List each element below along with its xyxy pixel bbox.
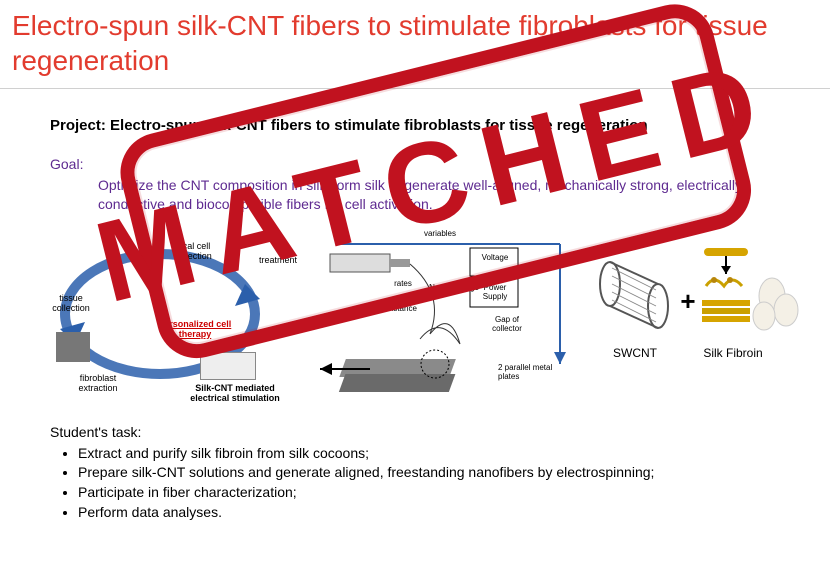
page-title: Electro-spun silk-CNT fibers to stimulat…: [0, 0, 830, 89]
project-label: Project:: [50, 117, 106, 134]
electrospin-diagram-icon: [300, 224, 580, 414]
dish-icon: [200, 352, 256, 380]
list-item: Prepare silk-CNT solutions and generate …: [78, 463, 792, 483]
air-gap-label: air gap distance: [380, 296, 424, 314]
goal-heading: Goal:: [50, 156, 792, 172]
list-item: Participate in fiber characterization;: [78, 483, 792, 503]
treatment-label: treatment: [248, 256, 308, 266]
content-area: Project: Electro-spun silk-CNT fibers to…: [0, 89, 830, 532]
plus-icon: +: [678, 286, 698, 317]
list-item: Extract and purify silk fibroin from sil…: [78, 444, 792, 464]
project-line: Project: Electro-spun silk-CNT fibers to…: [50, 117, 792, 134]
tasks-heading: Student's task:: [50, 424, 792, 440]
voltage-label: Voltage: [474, 254, 516, 263]
sample-image-icon: [56, 332, 90, 362]
therapy-label: personalized cell therapy: [150, 319, 240, 339]
project-title: Electro-spun silk-CNT fibers to stimulat…: [110, 117, 648, 134]
tissue-collect-label: tissue collection: [46, 294, 96, 314]
diagram-area: local cell collection tissue collection …: [50, 224, 790, 414]
swcnt-label: SWCNT: [605, 346, 665, 360]
plates-label: 2 parallel metal plates: [498, 364, 554, 382]
silk-cnt-stim-label: Silk-CNT mediated electrical stimulation: [180, 384, 290, 404]
variables-label: variables: [410, 230, 470, 239]
fibroblast-extract-label: fibroblast extraction: [68, 374, 128, 394]
list-item: Perform data analyses.: [78, 503, 792, 523]
gap-collector-label: Gap of collector: [482, 316, 532, 334]
rates-label: rates: [388, 280, 418, 289]
tasks-list: Extract and purify silk fibroin from sil…: [50, 444, 792, 522]
power-supply-label: Power Supply: [474, 284, 516, 302]
local-cell-label: local cell collection: [158, 242, 228, 262]
silk-fibroin-icon: [700, 244, 800, 354]
silk-fibroin-label: Silk Fibroin: [698, 346, 768, 360]
goal-text: Optimize the CNT composition in silkworm…: [50, 176, 792, 214]
swcnt-icon: [590, 254, 680, 344]
